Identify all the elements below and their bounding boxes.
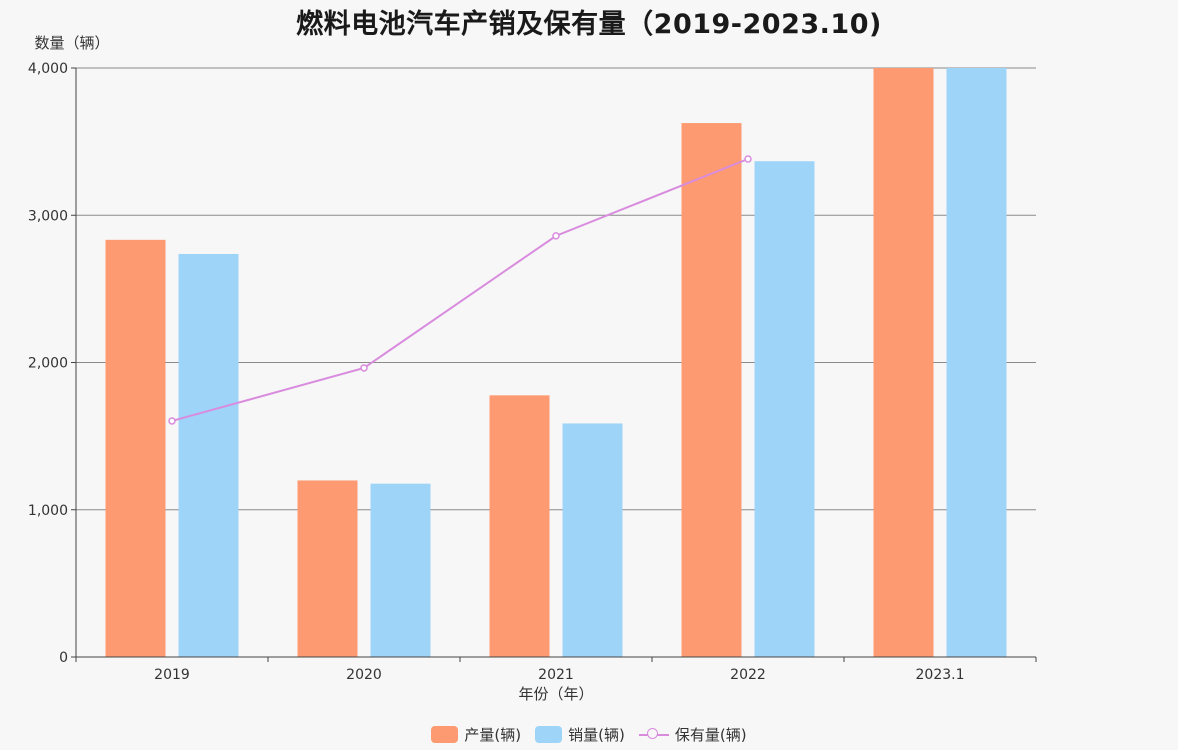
bar-production[interactable] [489,395,550,657]
x-tick-label: 2023.1 [916,667,965,683]
line-layer [168,155,752,425]
point-stock[interactable] [168,417,176,425]
legend-item-stock[interactable]: 保有量(辆) [638,724,747,745]
line-stock [171,158,749,422]
point-stock[interactable] [744,155,752,163]
bar-production[interactable] [873,68,934,657]
y-tick-label: 2,000 [28,356,68,372]
x-tick-label: 2021 [538,667,574,683]
y-tick-label: 4,000 [28,61,68,77]
bar-layer [105,68,1007,658]
x-tick-label: 2022 [730,667,766,683]
legend-swatch-stock [638,726,669,743]
legend-label-sales: 销量(辆) [568,726,625,744]
point-stock[interactable] [360,364,368,372]
bar-sales[interactable] [562,423,623,657]
bar-sales[interactable] [754,161,815,658]
x-axis-label: 年份（年） [518,685,593,703]
legend-swatch-production [431,726,459,743]
axis-layer: 0 1,000 2,000 3,000 4,000 2019 2020 2021 2022 202… [28,61,1037,683]
legend-item-sales[interactable]: 销量(辆) [535,724,625,745]
x-tick-label: 2019 [154,667,190,683]
bar-sales[interactable] [370,483,431,657]
legend-label-production: 产量(辆) [464,726,522,744]
y-tick-label: 3,000 [28,208,68,224]
bar-production[interactable] [297,480,358,657]
bar-production[interactable] [681,123,742,657]
legend-item-production[interactable]: 产量(辆) [431,724,521,745]
point-stock[interactable] [552,232,560,240]
legend-label-stock: 保有量(辆) [674,726,747,744]
bar-sales[interactable] [178,253,239,657]
chart-plot: 数量（辆） 年份（年） 0 1,000 2,000 3,000 4,000 2019 202… [28,34,1037,703]
y-axis-label: 数量（辆） [34,34,109,52]
x-tick-label: 2020 [346,667,382,683]
bar-sales[interactable] [946,68,1007,657]
bar-production[interactable] [105,239,166,657]
legend: 产量(辆) 销量(辆) 保有量(辆) [0,724,1178,745]
chart-title: 燃料电池汽车产销及保有量（2019-2023.10) [296,9,882,40]
y-tick-label: 0 [59,650,68,666]
legend-swatch-sales [535,726,563,743]
y-tick-label: 1,000 [28,503,68,519]
